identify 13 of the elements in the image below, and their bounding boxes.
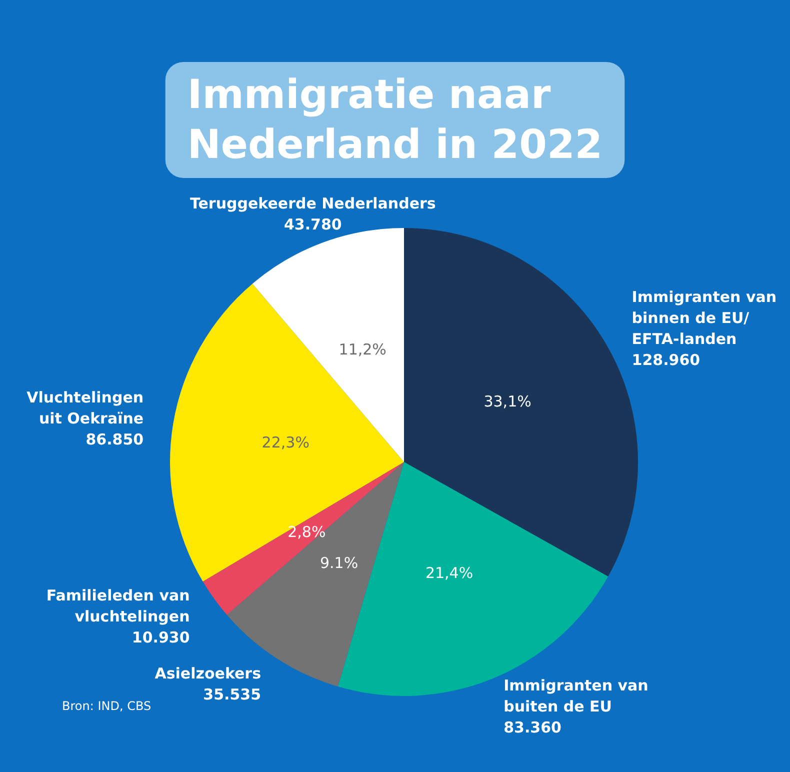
slice-label: Immigranten van buiten de EU 83.360 xyxy=(504,676,648,736)
data-label: 21,4% xyxy=(425,564,474,582)
chart-title: Immigratie naar Nederland in 2022 xyxy=(187,72,603,168)
slice-label: Asielzoekers 35.535 xyxy=(154,664,262,704)
slice-label: Teruggekeerde Nederlanders 43.780 xyxy=(190,194,436,234)
slice-label: Familieleden van vluchtelingen 10.930 xyxy=(46,586,190,646)
data-label: 33,1% xyxy=(484,392,532,410)
slice-label: Immigranten van binnen de EU/ EFTA-landen 128.960 xyxy=(632,288,777,370)
slice-label: Vluchtelingen uit Oekraïne 86.850 xyxy=(26,388,144,449)
data-label: 11,2% xyxy=(338,340,386,358)
text: Bron: IND, CBS xyxy=(62,699,152,713)
data-label: 9.1% xyxy=(320,554,358,572)
data-label: 22,3% xyxy=(262,433,310,452)
